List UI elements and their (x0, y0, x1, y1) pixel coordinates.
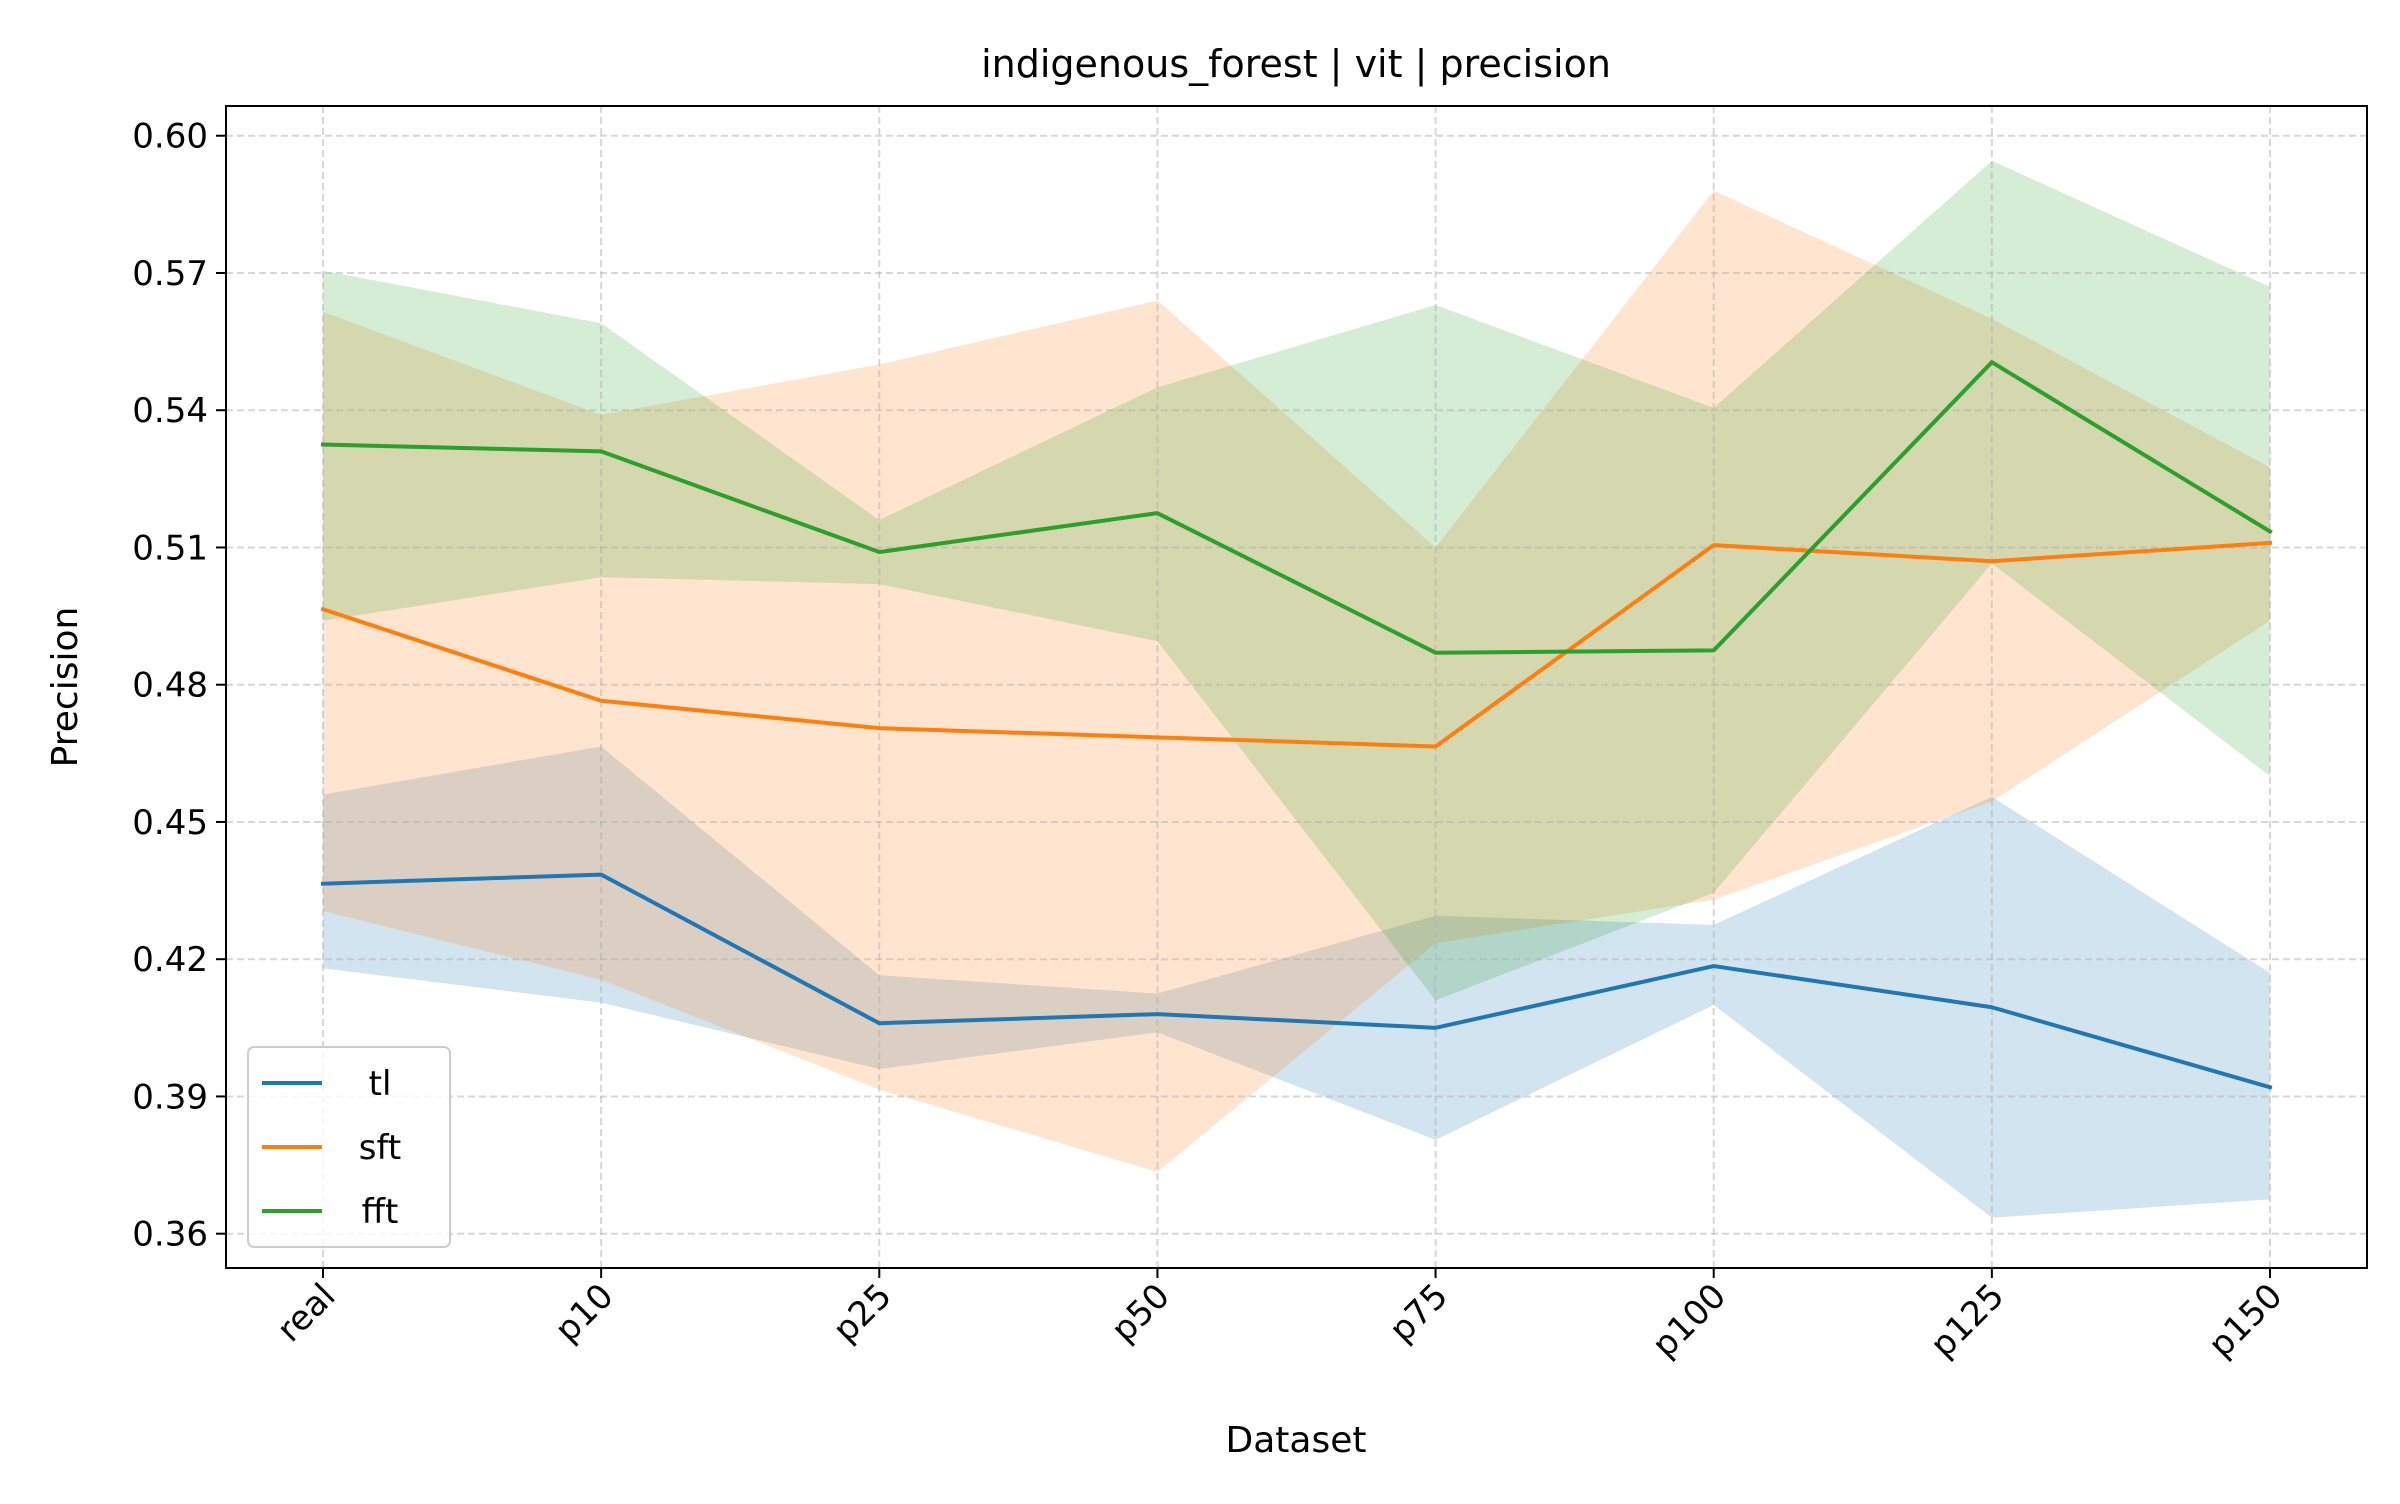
y-tick-label: 0.42 (132, 940, 208, 980)
y-tick-label: 0.51 (132, 528, 208, 568)
legend-label-fft: fft (362, 1192, 399, 1232)
band-tl (323, 746, 2270, 1218)
series-line-sft (320, 540, 2273, 749)
legend-box (247, 1046, 451, 1248)
y-tick-label: 0.36 (132, 1215, 208, 1255)
plot-frame (225, 105, 2368, 1269)
band-fft (323, 160, 2270, 1001)
series-line-tl (320, 872, 2273, 1090)
y-tick-label: 0.48 (132, 666, 208, 706)
y-tick-label: 0.39 (132, 1077, 208, 1117)
series-line-fft (320, 360, 2273, 655)
series-lines (320, 360, 2273, 1090)
confidence-bands (323, 160, 2270, 1218)
x-axis-label: Dataset (1226, 1420, 1367, 1461)
legend: tl sft fft (247, 1046, 451, 1248)
chart-title: indigenous_forest | vit | precision (981, 42, 1611, 87)
y-tick-label: 0.57 (132, 254, 208, 294)
legend-label-sft: sft (359, 1128, 401, 1168)
y-tick-label: 0.45 (132, 803, 208, 843)
y-axis-label: Precision (45, 607, 86, 768)
y-tick-label: 0.54 (132, 391, 208, 431)
gridlines (226, 106, 2367, 1268)
legend-label-tl: tl (369, 1064, 392, 1104)
band-sft (323, 190, 2270, 1172)
y-tick-label: 0.60 (132, 117, 208, 157)
